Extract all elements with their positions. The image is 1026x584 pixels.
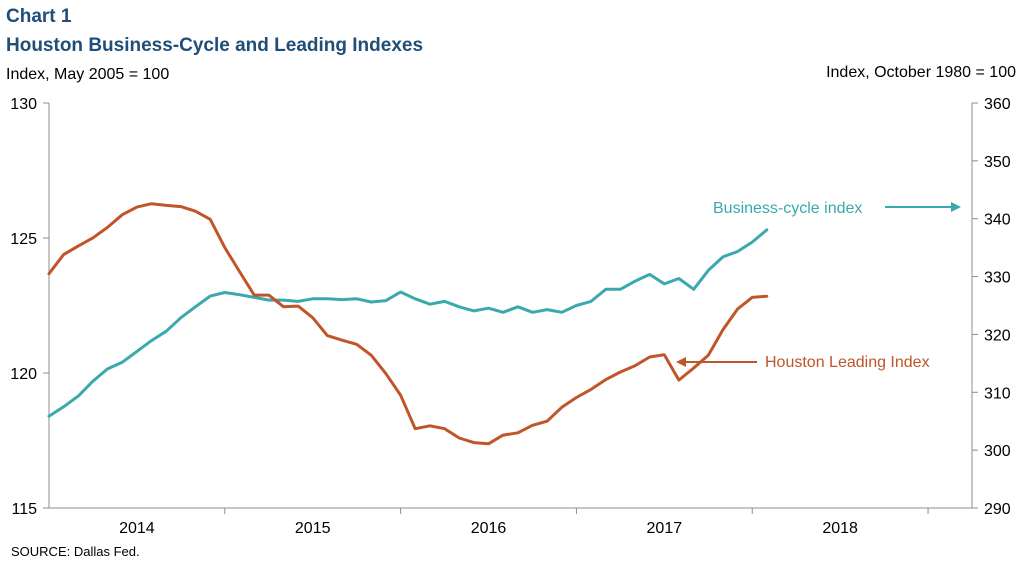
x-axis-tick-label: 2018 <box>822 520 858 537</box>
left-axis-tick-label: 130 <box>10 96 37 113</box>
annotations: Business-cycle index Houston Leading Inde… <box>676 200 961 371</box>
right-axis-tick-label: 350 <box>984 154 1011 171</box>
x-axis-tick-label: 2015 <box>295 520 331 537</box>
right-axis-tick-label: 300 <box>984 443 1011 460</box>
tick-labels: 115 120 125 130 290 300 310 320 330 340 350 360 2014… <box>10 96 1011 537</box>
left-axis-tick-label: 115 <box>11 501 37 518</box>
houston-leading-index-label: Houston Leading Index <box>765 354 930 371</box>
right-axis-tick-label: 310 <box>984 385 1011 402</box>
axes <box>43 102 978 514</box>
x-axis-tick-label: 2016 <box>471 520 507 537</box>
source-note: SOURCE: Dallas Fed. <box>11 544 140 559</box>
x-axis-tick-label: 2014 <box>119 520 155 537</box>
right-axis-tick-label: 290 <box>984 501 1011 518</box>
right-axis-tick-label: 340 <box>984 212 1011 229</box>
business-cycle-index-label: Business-cycle index <box>713 200 862 217</box>
houston-leading-index-line <box>47 202 769 446</box>
right-axis-tick-label: 360 <box>984 96 1011 113</box>
business-cycle-index-line <box>47 228 769 418</box>
left-axis-tick-label: 120 <box>10 366 37 383</box>
right-axis-tick-label: 330 <box>984 270 1011 287</box>
business-cycle-arrow-head <box>951 202 961 212</box>
left-axis-tick-label: 125 <box>10 231 37 248</box>
right-axis-tick-label: 320 <box>984 327 1011 344</box>
leading-index-arrow-head <box>676 357 686 367</box>
right-axis-title: Index, October 1980 = 100 <box>826 64 1016 81</box>
left-axis-title: Index, May 2005 = 100 <box>6 66 170 83</box>
x-axis-tick-label: 2017 <box>647 520 683 537</box>
series-lines <box>47 202 769 446</box>
chart-label: Chart 1 <box>6 6 72 27</box>
chart-title: Houston Business-Cycle and Leading Index… <box>6 35 424 56</box>
